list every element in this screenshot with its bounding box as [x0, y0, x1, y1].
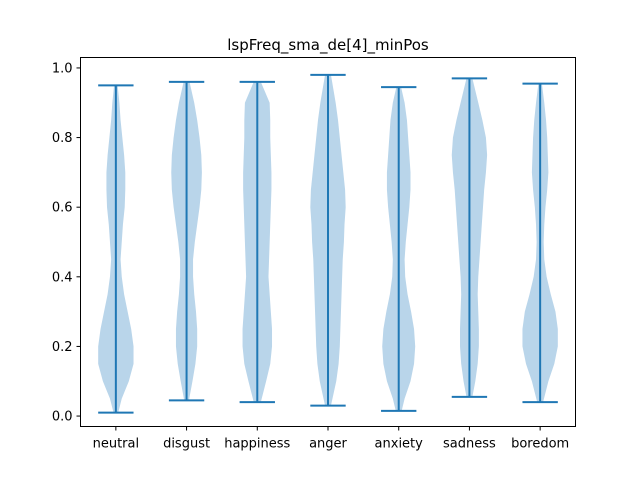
plot-frame [80, 57, 576, 427]
y-tick-label: 0.8 [52, 131, 73, 146]
y-tick-label: 1.0 [52, 61, 73, 76]
x-tick-label-anxiety: anxiety [375, 437, 424, 452]
x-tick-label-disgust: disgust [163, 437, 210, 452]
x-tick-label-neutral: neutral [93, 437, 140, 452]
y-tick-label: 0.4 [52, 270, 73, 285]
x-tick-label-happiness: happiness [224, 437, 290, 452]
x-tick-label-boredom: boredom [511, 437, 569, 452]
x-tick-label-sadness: sadness [443, 437, 496, 452]
y-tick-label: 0.6 [52, 201, 73, 216]
y-axis: 0.0 0.2 0.4 0.6 0.8 1.0 [52, 61, 81, 425]
violin-bodies [98, 73, 558, 414]
y-tick-label: 0.0 [52, 410, 73, 425]
chart-title: lspFreq_sma_de[4]_minPos [227, 36, 429, 55]
x-axis: neutral disgust happiness anger anxiety sadne… [93, 426, 569, 452]
y-tick-label: 0.2 [52, 340, 73, 355]
x-tick-label-anger: anger [309, 437, 347, 452]
